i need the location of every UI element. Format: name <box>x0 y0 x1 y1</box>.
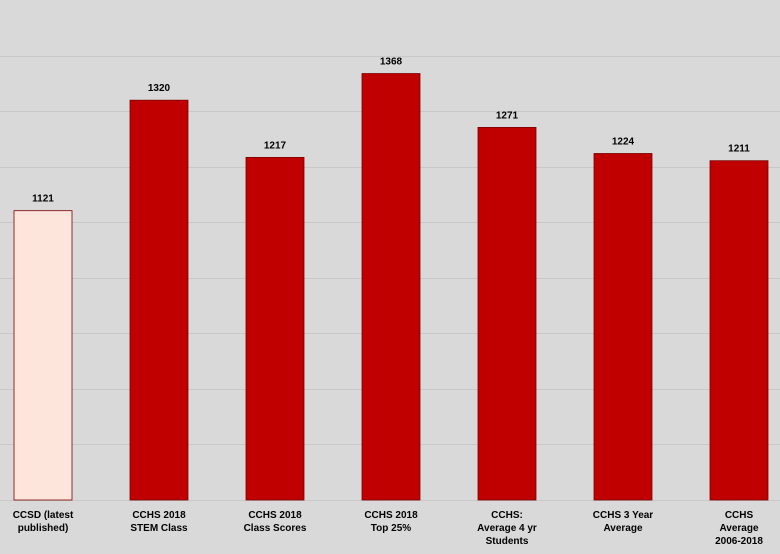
bars <box>13 73 769 501</box>
category-label-line: Average <box>719 523 759 534</box>
value-label-6: 1211 <box>728 144 750 155</box>
bar-1 <box>129 99 189 501</box>
category-label-line: 2006-2018 <box>715 536 763 547</box>
category-label-1: CCHS 2018 STEM Class <box>130 510 188 534</box>
value-label-4: 1271 <box>496 110 519 121</box>
category-label-line: Average 4 yr <box>477 523 537 534</box>
category-label-6: CCHS Average 2006-2018 <box>715 510 763 547</box>
category-labels: CCSD (latest published) CCHS 2018 STEM Clas… <box>13 510 764 547</box>
category-label-line: CCHS 2018 <box>248 510 302 521</box>
category-label-line: CCHS <box>725 510 754 521</box>
bar-2 <box>245 156 305 501</box>
category-label-4: CCHS: Average 4 yr Students <box>477 510 537 547</box>
category-label-line: CCSD (latest <box>13 510 74 521</box>
value-label-0: 1121 <box>32 194 54 205</box>
bar-6 <box>709 160 769 501</box>
value-label-5: 1224 <box>612 136 635 147</box>
category-label-0: CCSD (latest published) <box>13 510 74 534</box>
category-label-line: Class Scores <box>244 523 307 534</box>
category-label-3: CCHS 2018 Top 25% <box>364 510 418 534</box>
category-label-line: CCHS: <box>491 510 523 521</box>
bar-5 <box>593 153 653 501</box>
bar-4 <box>477 126 537 501</box>
category-label-2: CCHS 2018 Class Scores <box>244 510 307 534</box>
bar-0 <box>13 210 73 501</box>
category-label-line: Students <box>486 536 529 547</box>
category-label-line: Top 25% <box>371 523 411 534</box>
value-labels: 1121 1320 1217 1368 1271 1224 1211 <box>32 57 750 205</box>
category-label-line: Average <box>603 523 643 534</box>
category-label-line: CCHS 2018 <box>364 510 418 521</box>
category-label-line: STEM Class <box>130 523 188 534</box>
bar-3 <box>361 73 421 501</box>
category-label-line: published) <box>18 523 69 534</box>
value-label-1: 1320 <box>148 83 171 94</box>
value-label-2: 1217 <box>264 140 287 151</box>
category-label-5: CCHS 3 Year Average <box>593 510 654 534</box>
category-label-line: CCHS 3 Year <box>593 510 654 521</box>
value-label-3: 1368 <box>380 57 403 68</box>
category-label-line: CCHS 2018 <box>132 510 186 521</box>
